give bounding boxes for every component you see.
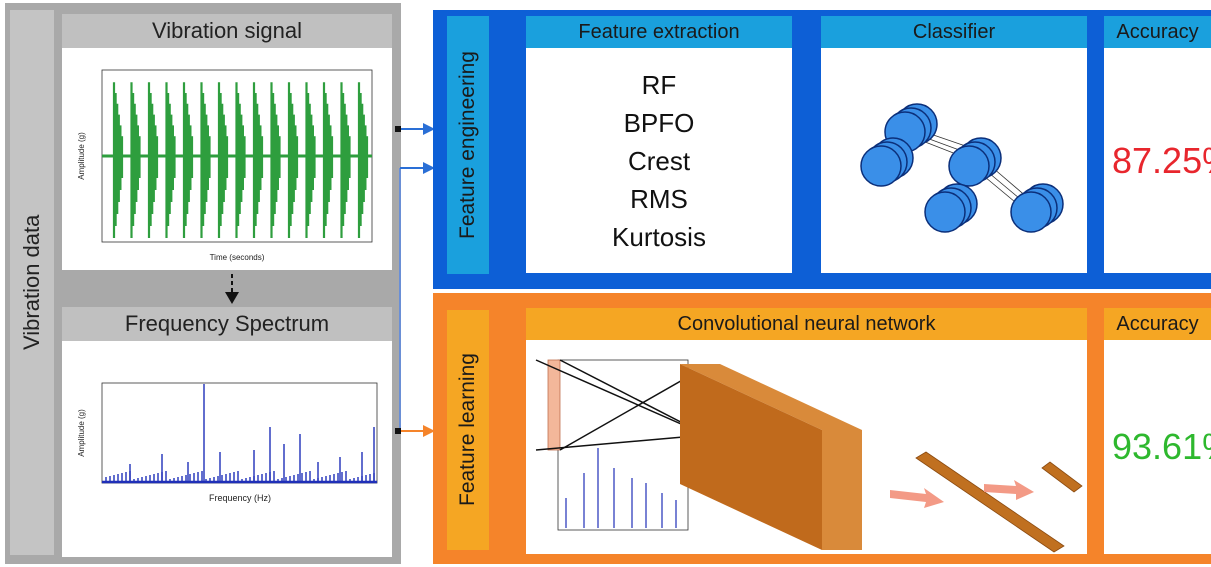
spectrum-xlabel: Frequency (Hz) [209, 493, 271, 503]
cnn-title: Convolutional neural network [526, 308, 1087, 340]
dense-layer [915, 451, 1065, 553]
accuracy-value-engineering-text: 87.25% [1112, 139, 1211, 181]
conv-block-front [680, 364, 822, 550]
tree-node [948, 137, 1002, 187]
accuracy-title-engineering: Accuracy [1104, 16, 1211, 48]
flow-connectors [395, 123, 435, 437]
spectrum-ylabel: Amplitude (g) [77, 409, 86, 457]
feature-engineering-label-text: Feature engineering [456, 51, 479, 239]
conv-block-top [680, 364, 862, 430]
feature-engineering-label: Feature engineering [447, 16, 489, 274]
feature-item: Kurtosis [612, 221, 706, 252]
decision-tree-diagram [860, 103, 1064, 233]
feature-item: Crest [627, 145, 691, 176]
accuracy-title-learning: Accuracy [1104, 308, 1211, 340]
classifier-title: Classifier [821, 16, 1087, 48]
feature-learning-label: Feature learning [447, 310, 489, 550]
flow-arrow [984, 480, 1034, 500]
spectrum-plot-box: Frequency (Hz) Amplitude (g) [62, 341, 392, 557]
vibration-data-label: Vibration data [10, 10, 54, 555]
cnn-box [526, 340, 1087, 554]
signal-title: Vibration signal [62, 14, 392, 48]
flow-arrow [890, 488, 944, 508]
feature-item: BPFO [623, 107, 695, 138]
feature-item: RMS [630, 183, 688, 214]
frequency-spectrum-plot: Frequency (Hz) Amplitude (g) [77, 382, 378, 503]
feature-item: RF [641, 69, 677, 100]
feature-extraction-title: Feature extraction [526, 16, 792, 48]
spectrum-peaks [105, 384, 375, 482]
cnn-input-spectrum [565, 448, 677, 528]
feature-list: RF BPFO Crest RMS Kurtosis [526, 48, 792, 273]
classifier-box [821, 48, 1087, 273]
signal-ylabel: Amplitude (g) [77, 132, 86, 180]
tree-node [924, 183, 978, 233]
accuracy-value-learning: 93.61% [1104, 340, 1211, 554]
accuracy-value-engineering: 87.25% [1104, 48, 1211, 273]
signal-plot-box: Time (seconds) Amplitude (g) [62, 48, 392, 270]
signal-xlabel: Time (seconds) [210, 253, 265, 262]
vibration-signal-waveform [112, 82, 369, 238]
accuracy-value-learning-text: 93.61% [1112, 426, 1211, 467]
tree-node [860, 137, 914, 187]
cnn-diagram [535, 359, 1083, 553]
feature-learning-label-text: Feature learning [456, 353, 479, 507]
spectrum-title: Frequency Spectrum [62, 307, 392, 341]
conv-block-side [822, 430, 862, 550]
output-layer [1041, 461, 1083, 493]
vibration-signal-plot: Time (seconds) Amplitude (g) [77, 69, 373, 262]
vibration-data-label-text: Vibration data [19, 214, 44, 351]
down-arrow [225, 274, 239, 304]
tree-node [1010, 183, 1064, 233]
